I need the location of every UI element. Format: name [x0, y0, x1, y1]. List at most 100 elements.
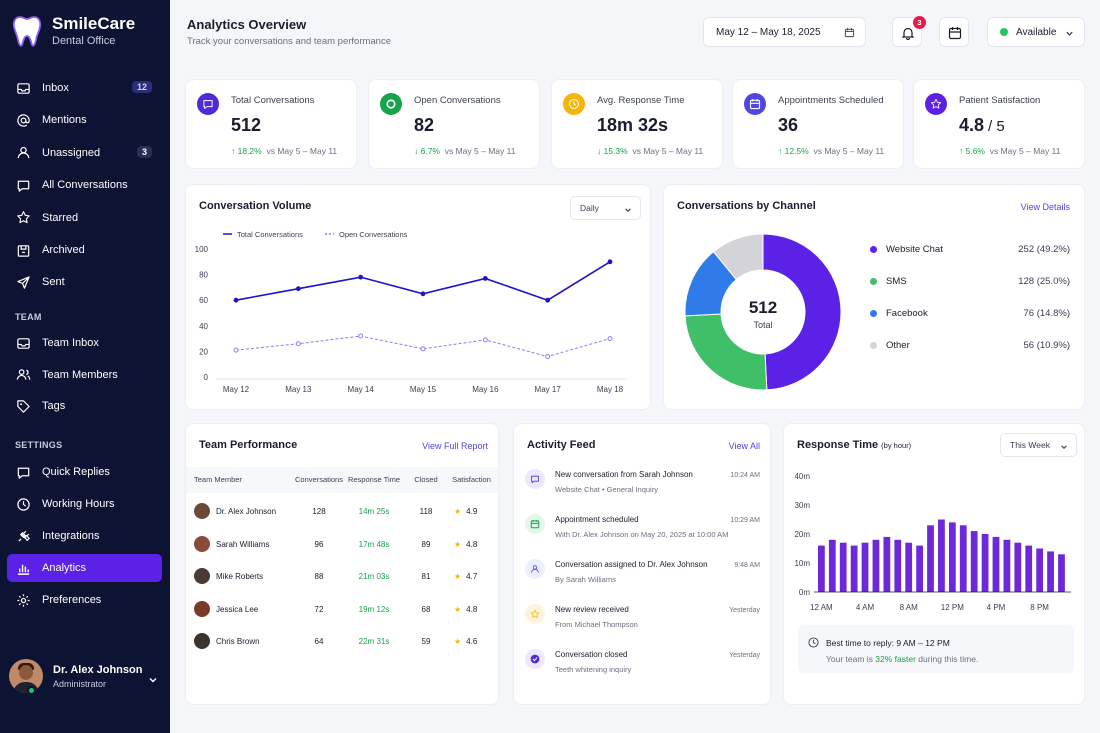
sidebar-item-team-inbox[interactable]: Team Inbox — [7, 329, 162, 357]
avatar — [194, 568, 210, 585]
calendar-icon — [530, 519, 540, 529]
brand[interactable]: SmileCare Dental Office — [12, 14, 135, 48]
page-subtitle: Track your conversations and team perfor… — [187, 36, 391, 47]
sidebar: SmileCare Dental Office Inbox 12 Mentions U… — [0, 0, 170, 733]
data-point — [233, 347, 239, 353]
y-tick-label: 40m — [794, 472, 810, 481]
bar — [992, 536, 1000, 592]
sidebar-item-integrations[interactable]: Integrations — [7, 522, 162, 550]
bar — [828, 539, 836, 592]
kpi-icon-badge — [925, 93, 947, 115]
sidebar-item-inbox[interactable]: Inbox 12 — [7, 74, 162, 102]
table-row[interactable]: Dr. Alex Johnson 128 14m 25s 118 ★ 4.9 — [186, 496, 498, 528]
sidebar-item-label: Inbox — [42, 82, 69, 94]
page-title: Analytics Overview — [187, 17, 307, 32]
sidebar-item-label: Preferences — [42, 594, 102, 606]
star-icon: ★ — [454, 637, 462, 647]
activity-subtitle: By Sarah Williams — [555, 575, 616, 584]
kpi-icon-badge — [197, 93, 219, 115]
bar — [905, 542, 913, 592]
date-range-picker[interactable]: May 12 – May 18, 2025 — [703, 17, 866, 47]
sidebar-item-analytics[interactable]: Analytics — [7, 554, 162, 582]
kpi-value: 82 — [414, 115, 435, 135]
satisfaction-cell: ★ 4.9 — [454, 507, 478, 516]
clock-icon — [808, 637, 819, 648]
chevron-down-icon — [625, 208, 631, 212]
kpi-label: Avg. Response Time — [597, 95, 685, 106]
table-row[interactable]: Sarah Williams 96 17m 48s 89 ★ 4.8 — [186, 529, 498, 561]
gear-icon — [17, 593, 30, 607]
status-label: Available — [1016, 26, 1057, 38]
chat-icon — [17, 467, 30, 479]
bar — [872, 539, 880, 592]
closed-cell: 89 — [421, 539, 431, 549]
activity-item[interactable]: Conversation closed Teeth whitening inqu… — [514, 649, 770, 694]
best-time-tip: Best time to reply: 9 AM – 12 PM Your te… — [798, 625, 1074, 673]
channel-card: Conversations by Channel View Details 51… — [663, 184, 1085, 410]
satisfaction-cell: ★ 4.8 — [454, 604, 478, 614]
inbox-icon — [17, 337, 30, 349]
calendar-button[interactable] — [939, 17, 969, 47]
activity-icon-badge — [525, 514, 545, 534]
kpi-icon-badge — [563, 93, 585, 115]
column-header-closed: Closed — [414, 475, 438, 484]
chevron-down-icon[interactable] — [148, 675, 158, 685]
brand-name: SmileCare — [52, 14, 136, 33]
data-point — [420, 346, 426, 352]
availability-status-select[interactable]: Available — [987, 17, 1085, 47]
activity-item[interactable]: Conversation assigned to Dr. Alex Johnso… — [514, 559, 770, 604]
kpi-trend: ↓ 15.3% vs May 5 – May 11 — [597, 146, 704, 156]
activity-item[interactable]: Appointment scheduled With Dr. Alex John… — [514, 514, 770, 559]
bar — [1014, 542, 1022, 592]
data-point — [358, 333, 364, 339]
response-range-select[interactable]: This Week — [1000, 433, 1077, 457]
archive-icon — [17, 244, 30, 257]
sidebar-item-preferences[interactable]: Preferences — [7, 586, 162, 614]
view-full-report-link[interactable]: View Full Report — [422, 441, 488, 451]
y-tick-label: 10m — [794, 559, 810, 568]
legend-value: 76 (14.8%) — [1023, 308, 1070, 319]
chat-icon — [531, 475, 539, 484]
kpi-card-patient-satisfaction: Patient Satisfaction 4.8/ 5 ↑ 5.6% vs Ma… — [913, 79, 1085, 169]
circle-icon — [386, 99, 396, 109]
sidebar-item-working-hours[interactable]: Working Hours — [7, 490, 162, 518]
sidebar-item-team-members[interactable]: Team Members — [7, 361, 162, 389]
legend-swatch — [870, 278, 877, 285]
sidebar-item-label: Unassigned — [42, 146, 101, 159]
sidebar-item-archived[interactable]: Archived — [7, 236, 162, 264]
table-row[interactable]: Chris Brown 64 22m 31s 59 ★ 4.6 — [186, 626, 498, 658]
sidebar-item-sent[interactable]: Sent — [7, 268, 162, 296]
data-point — [607, 336, 613, 342]
calendar-icon — [844, 27, 855, 38]
y-tick-label: 60 — [199, 296, 208, 305]
kpi-value: 18m 32s — [597, 115, 669, 135]
x-tick-label: May 16 — [472, 385, 499, 394]
view-details-link[interactable]: View Details — [1020, 202, 1070, 212]
sidebar-item-quick-replies[interactable]: Quick Replies — [7, 458, 162, 486]
calendar-icon — [948, 27, 962, 40]
brand-subtitle: Dental Office — [52, 35, 116, 47]
table-row[interactable]: Jessica Lee 72 19m 12s 68 ★ 4.8 — [186, 594, 498, 626]
x-tick-label: 8 PM — [1030, 603, 1049, 612]
tag-icon — [17, 400, 30, 413]
online-status-dot — [27, 686, 36, 695]
sidebar-item-mentions[interactable]: Mentions — [7, 106, 162, 134]
x-tick-label: May 17 — [535, 385, 562, 394]
activity-item[interactable]: New review received From Michael Thompso… — [514, 604, 770, 649]
table-row[interactable]: Mike Roberts 88 21m 03s 81 ★ 4.7 — [186, 561, 498, 593]
user-profile[interactable]: Dr. Alex Johnson Administrator — [9, 658, 164, 694]
member-name: Jessica Lee — [216, 604, 259, 614]
sidebar-item-starred[interactable]: Starred — [7, 204, 162, 232]
activity-item[interactable]: New conversation from Sarah Johnson Webs… — [514, 469, 770, 514]
y-tick-label: 100 — [195, 245, 209, 254]
notifications-button[interactable]: 3 — [892, 16, 926, 47]
x-tick-label: May 12 — [223, 385, 250, 394]
sidebar-item-tags[interactable]: Tags — [7, 392, 162, 420]
kpi-label: Patient Satisfaction — [959, 95, 1041, 106]
view-all-link[interactable]: View All — [728, 441, 760, 451]
data-point — [482, 276, 488, 281]
sidebar-item-all-conversations[interactable]: All Conversations — [7, 171, 162, 199]
volume-range-select[interactable]: Daily — [570, 196, 641, 220]
legend-value: 56 (10.9%) — [1023, 340, 1070, 351]
sidebar-item-unassigned[interactable]: Unassigned 3 — [7, 139, 162, 167]
